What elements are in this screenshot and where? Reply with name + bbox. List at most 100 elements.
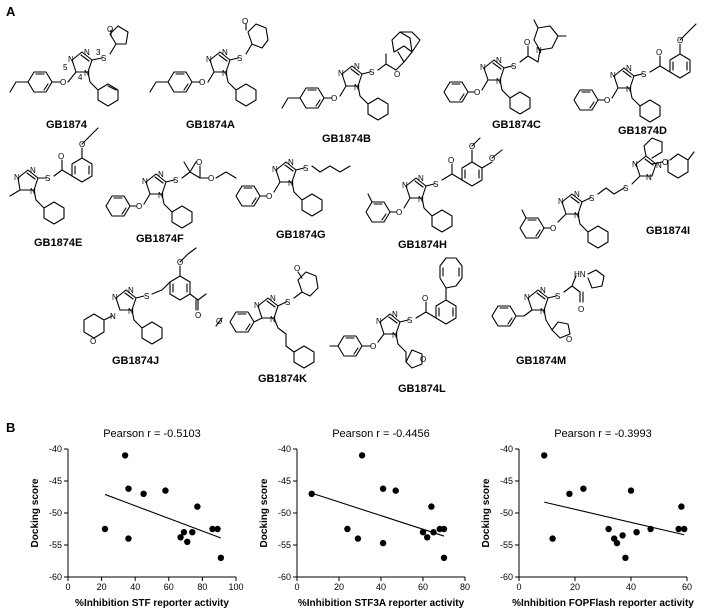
- structure-gb1874h: O N N N S O O O: [365, 137, 503, 233]
- data-point: [358, 452, 366, 459]
- structure-gb1874k: O N N N S O: [215, 264, 319, 369]
- data-point: [101, 525, 109, 533]
- scatter-chart-stf3a: Pearson r = -0.4456 -40 -45 -50 -55 -600 20 40 6…: [259, 428, 470, 609]
- data-point: [678, 503, 685, 510]
- y-axis-label: Docking score: [259, 478, 270, 547]
- data-point: [605, 525, 612, 533]
- structure-gb1874g: O N N N S: [235, 158, 351, 217]
- data-point: [440, 525, 448, 533]
- atom-label: N: [496, 56, 502, 65]
- y-tick-label: -45: [500, 476, 513, 486]
- atom-label: N: [142, 177, 148, 186]
- atom-label: O: [107, 25, 113, 34]
- x-tick-label: 20: [570, 582, 580, 592]
- atom-label: O: [524, 38, 530, 47]
- atom-label: N: [14, 173, 20, 182]
- atom-label: N: [254, 301, 260, 310]
- x-axis-label: %Inhibition STF3A reporter activity: [298, 598, 465, 609]
- data-point: [162, 487, 169, 494]
- atom-label: HN: [574, 270, 586, 279]
- atom-label: N: [574, 211, 580, 220]
- panel-label-a: A: [6, 4, 16, 19]
- atom-label: N: [222, 48, 228, 57]
- atom-label: O: [656, 48, 662, 57]
- structure-gb1874d: O N N N S O O: [573, 23, 697, 123]
- structure-gb1874c: O N N N S O N: [443, 19, 567, 115]
- y-tick-label: -50: [500, 508, 513, 518]
- structure-gb1874b: O N N N S O: [281, 31, 421, 121]
- atom-label: 3: [96, 48, 101, 57]
- atom-label: O: [420, 355, 426, 364]
- data-point: [354, 535, 362, 542]
- atom-label: N: [270, 315, 276, 324]
- data-point: [549, 535, 556, 542]
- atom-label: N: [376, 317, 382, 326]
- atom-label: O: [136, 202, 142, 211]
- atom-label: O: [422, 294, 428, 303]
- data-point: [214, 525, 221, 533]
- atom-label: N: [610, 71, 616, 80]
- atom-label: N: [110, 312, 116, 321]
- atom-label: N: [558, 197, 564, 206]
- atom-label: O: [242, 17, 248, 26]
- y-tick-label: -40: [500, 444, 513, 454]
- atom-label: N: [128, 307, 134, 316]
- compound-name: GB1874I: [646, 225, 690, 237]
- x-tick-label: 20: [334, 582, 344, 592]
- data-point: [647, 525, 654, 533]
- x-tick-label: 40: [626, 582, 636, 592]
- atom-label: O: [177, 258, 183, 267]
- y-axis-label: Docking score: [481, 478, 492, 547]
- atom-label: N: [392, 310, 398, 319]
- x-tick-label: 40: [130, 582, 140, 592]
- atom-label: S: [285, 298, 290, 307]
- atom-label: N: [270, 294, 276, 303]
- atom-label: O: [266, 192, 272, 201]
- atom-label: N: [646, 173, 652, 182]
- atom-label: N: [128, 286, 134, 295]
- x-tick-label: 60: [164, 582, 174, 592]
- scatter-chart-fopflash: Pearson r = -0.3993 -40 -45 -50 -55 -600 20 40 6…: [481, 428, 694, 609]
- atom-label: N: [418, 195, 424, 204]
- atom-label: N: [288, 179, 294, 188]
- atom-label: O: [196, 158, 202, 167]
- data-point: [140, 490, 147, 497]
- atom-label: S: [433, 180, 438, 189]
- compound-name: GB1874E: [34, 237, 82, 249]
- y-tick-label: -55: [500, 540, 513, 550]
- data-point: [566, 490, 573, 497]
- data-point: [430, 529, 437, 536]
- atom-label: N: [632, 160, 638, 169]
- y-tick-label: -55: [49, 540, 62, 550]
- atom-label: N: [84, 48, 90, 57]
- atom-label: N: [540, 307, 546, 316]
- data-point: [619, 532, 626, 539]
- atom-label: O: [578, 305, 584, 314]
- atom-label: N: [30, 187, 36, 196]
- atom-label: N: [30, 166, 36, 175]
- atom-label: S: [369, 68, 374, 77]
- compound-name: GB1874H: [398, 239, 447, 251]
- data-point: [194, 503, 201, 510]
- atom-label: O: [489, 154, 495, 163]
- atom-label: N: [540, 286, 546, 295]
- data-point: [180, 529, 188, 536]
- data-point: [379, 485, 387, 492]
- data-point: [344, 525, 351, 533]
- atom-label: O: [550, 224, 556, 233]
- y-tick-label: -45: [49, 476, 62, 486]
- atom-label: N: [272, 165, 278, 174]
- compound-name: GB1874M: [516, 355, 566, 367]
- compound-name: GB1874G: [276, 229, 326, 241]
- y-tick-label: -40: [278, 444, 291, 454]
- atom-label: O: [90, 337, 96, 346]
- chart-title: Pearson r = -0.4456: [332, 428, 430, 440]
- data-point: [379, 539, 387, 547]
- data-point: [419, 529, 427, 536]
- y-tick-label: -60: [278, 572, 291, 582]
- atom-label: N: [496, 77, 502, 86]
- y-tick-label: -40: [49, 444, 62, 454]
- y-tick-label: -45: [278, 476, 291, 486]
- x-tick-label: 80: [197, 582, 207, 592]
- x-tick-label: 20: [97, 582, 107, 592]
